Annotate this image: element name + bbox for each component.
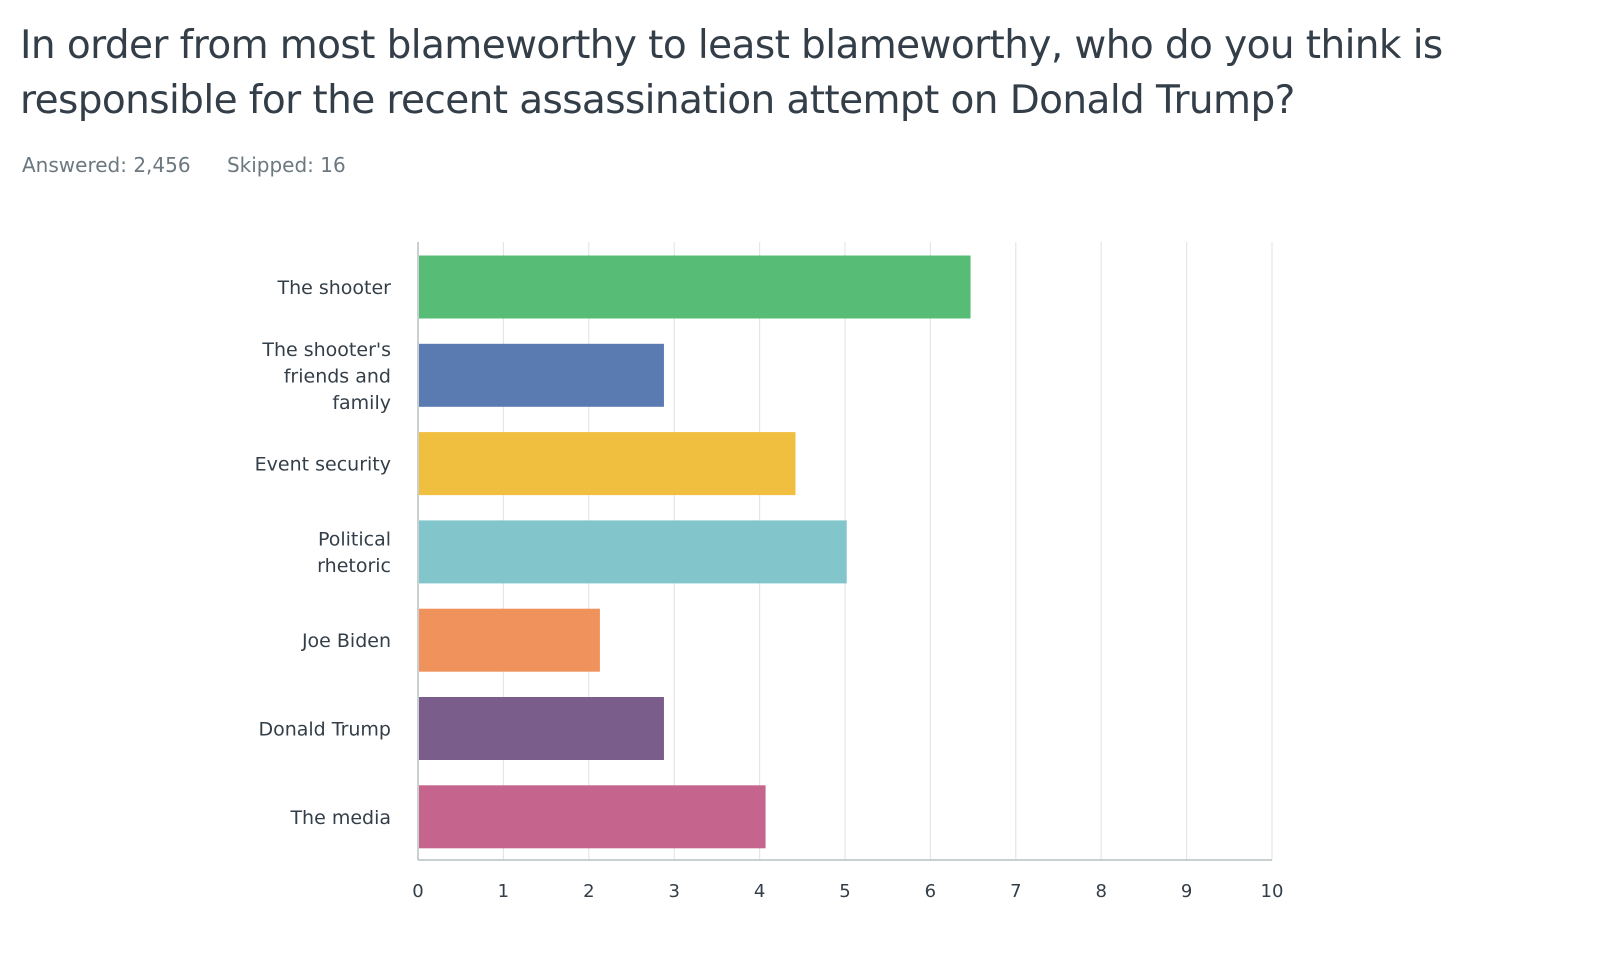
category-label: Event security xyxy=(255,454,391,476)
tick-label: 9 xyxy=(1181,881,1192,902)
tick-label: 10 xyxy=(1261,881,1284,902)
category-label: The shooter xyxy=(276,277,391,299)
category-label: The shooter's xyxy=(261,339,391,361)
tick-labels: 0 1 2 3 4 5 6 7 8 9 10 xyxy=(412,881,1283,902)
tick-label: 1 xyxy=(498,881,509,902)
tick-label: 5 xyxy=(839,881,850,902)
bar xyxy=(419,520,847,584)
category-label: Political xyxy=(318,529,391,551)
axes xyxy=(417,242,1272,861)
category-label: The media xyxy=(289,807,391,829)
tick-label: 7 xyxy=(1010,881,1021,902)
tick-label: 8 xyxy=(1095,881,1106,902)
bar xyxy=(419,608,600,672)
bars xyxy=(419,255,971,849)
bar xyxy=(419,432,796,496)
category-label: Donald Trump xyxy=(258,719,391,741)
bar xyxy=(419,697,664,760)
bar xyxy=(419,785,766,849)
category-label: rhetoric xyxy=(317,555,391,577)
tick-label: 3 xyxy=(668,881,679,902)
response-stats: Answered: 2,456 Skipped: 16 xyxy=(22,153,376,177)
tick-label: 2 xyxy=(583,881,594,902)
answered-count: Answered: 2,456 xyxy=(22,153,191,177)
tick-label: 0 xyxy=(412,881,423,902)
category-labels: The shooter The shooter's friends and famil… xyxy=(255,277,392,829)
category-label: Joe Biden xyxy=(301,630,391,652)
bar xyxy=(419,255,971,319)
category-label: family xyxy=(332,392,391,414)
skipped-count: Skipped: 16 xyxy=(226,153,346,177)
tick-label: 4 xyxy=(754,881,765,902)
category-label: friends and xyxy=(284,365,391,387)
question-title: In order from most blameworthy to least … xyxy=(20,23,1443,123)
tick-label: 6 xyxy=(925,881,936,902)
bar xyxy=(419,343,664,407)
